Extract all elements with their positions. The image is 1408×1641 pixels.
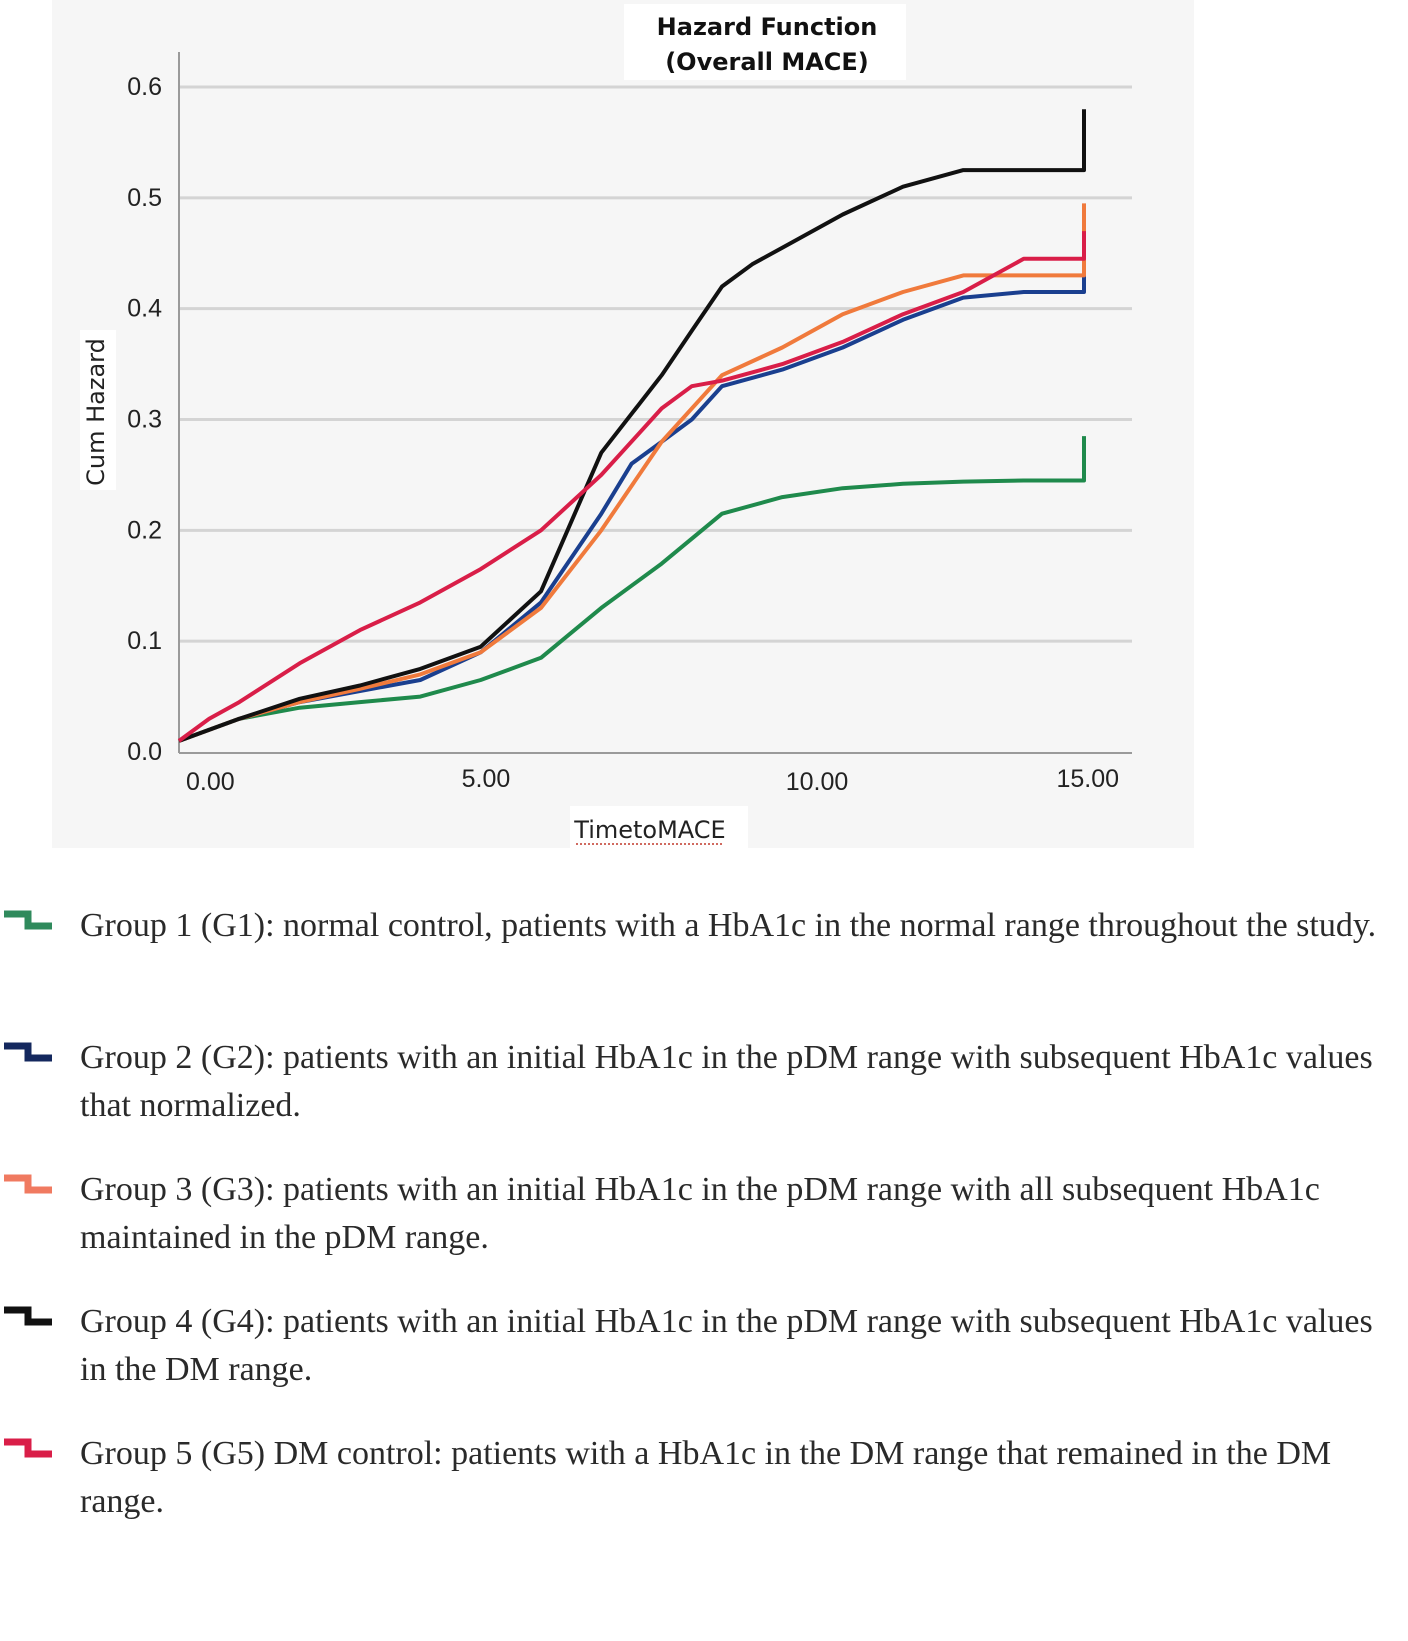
x-tick-label: 15.00	[1056, 765, 1119, 793]
x-axis-title: TimetoMACE	[573, 816, 725, 844]
x-tick-label: 0.00	[186, 768, 235, 796]
legend-item: Group 3 (G3): patients with an initial H…	[0, 1144, 1408, 1256]
y-axis-title-background	[80, 330, 116, 490]
legend-item: Group 1 (G1): normal control, patients w…	[0, 880, 1408, 990]
series-line-g5	[177, 231, 1086, 743]
y-tick-label: 0.6	[127, 73, 162, 101]
y-tick-label: 0.3	[127, 406, 162, 434]
y-tick-label: 0.2	[127, 516, 162, 544]
x-tick-label: 5.00	[462, 765, 511, 793]
legend-step-marker-icon	[4, 1174, 52, 1194]
y-tick-label: 0.5	[127, 184, 162, 212]
x-axis-title-background	[570, 806, 748, 848]
chart-panel: 0.0 0.1 0.2 0.3 0.4 0.5 0.6 0.00 5.00 10.00 15.00 H…	[52, 0, 1194, 848]
hazard-chart: 0.0 0.1 0.2 0.3 0.4 0.5 0.6 0.00 5.00 10.00 15.00 H…	[80, 4, 1132, 848]
y-tick-label: 0.4	[127, 295, 162, 323]
legend-label: Group 3 (G3): patients with an initial H…	[80, 1171, 1320, 1256]
y-tick-label: 0.1	[127, 627, 162, 655]
title-background	[624, 4, 906, 80]
legend-label: Group 4 (G4): patients with an initial H…	[80, 1303, 1373, 1388]
legend-label: Group 5 (G5) DM control: patients with a…	[80, 1435, 1332, 1520]
series-line-g3	[178, 203, 1086, 743]
legend-item: Group 2 (G2): patients with an initial H…	[0, 1012, 1408, 1124]
y-axis-title: Cum Hazard	[82, 338, 110, 486]
x-tick-label: 10.00	[786, 768, 849, 796]
chart-title-line: Hazard Function	[657, 13, 878, 41]
legend-label: Group 2 (G2): patients with an initial H…	[80, 1039, 1373, 1124]
series-line-g1	[178, 436, 1086, 743]
legend-label: Group 1 (G1): normal control, patients w…	[80, 907, 1377, 944]
chart-title-line: (Overall MACE)	[665, 48, 869, 76]
legend-step-marker-icon	[4, 1306, 52, 1326]
legend-item: Group 5 (G5) DM control: patients with a…	[0, 1408, 1408, 1520]
legend-step-marker-icon	[4, 1042, 52, 1062]
legend-step-marker-icon	[4, 1438, 52, 1458]
series-line-g4	[178, 109, 1086, 743]
y-tick-label: 0.0	[127, 738, 162, 766]
legend-item: Group 4 (G4): patients with an initial H…	[0, 1276, 1408, 1388]
legend-step-marker-icon	[4, 910, 52, 930]
series-line-g2	[178, 275, 1086, 743]
